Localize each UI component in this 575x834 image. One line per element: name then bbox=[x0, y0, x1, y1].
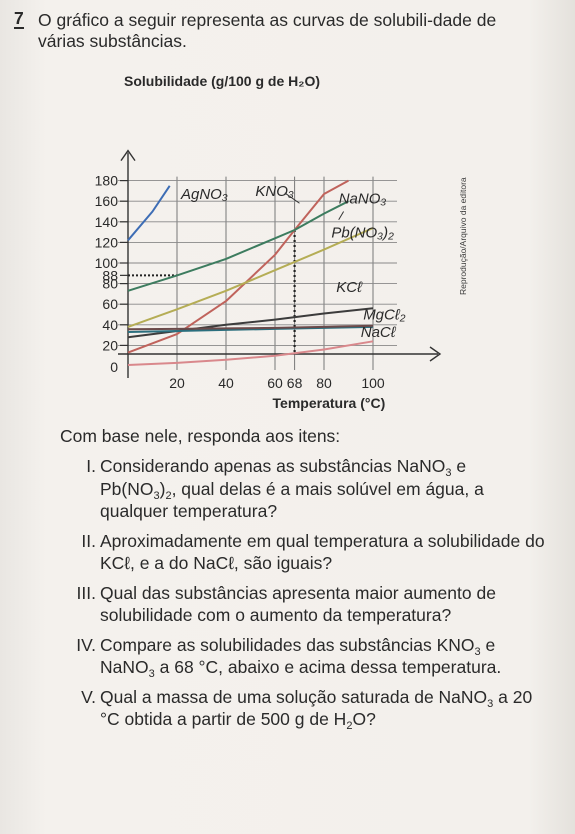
y-tick-label: 140 bbox=[95, 214, 119, 230]
item-text: Qual das substâncias apresenta maior aum… bbox=[100, 582, 496, 626]
series-line-0 bbox=[127, 185, 171, 241]
item-number: I. bbox=[86, 456, 96, 476]
question-item: III. Qual das substâncias apresenta maior… bbox=[56, 582, 546, 627]
x-tick-label: 100 bbox=[361, 375, 385, 391]
series-label: AgNO₃ bbox=[180, 186, 228, 203]
y-tick-label: 40 bbox=[102, 317, 118, 333]
item-text: Qual a massa de uma solução saturada de … bbox=[100, 686, 533, 732]
image-credit: Reprodução/Arquivo da editora bbox=[458, 177, 468, 295]
series-line-1 bbox=[127, 179, 349, 354]
label-connector-kno3 bbox=[284, 192, 300, 204]
item-text: Considerando apenas as substâncias NaNO3… bbox=[100, 456, 484, 521]
series-label: KNO₃ bbox=[255, 183, 294, 200]
question-item: V. Qual a massa de uma solução saturada d… bbox=[56, 686, 546, 732]
x-axis-arrow bbox=[429, 346, 442, 362]
x-tick-label: 20 bbox=[169, 375, 185, 391]
question-item: IV. Compare as solubilidades das substânc… bbox=[56, 634, 546, 680]
series-line-7 bbox=[127, 340, 374, 366]
x-tick-label: 40 bbox=[218, 375, 234, 391]
series-line-2 bbox=[127, 200, 349, 292]
item-number: V. bbox=[81, 686, 96, 707]
x-tick-label: 60 bbox=[267, 375, 283, 391]
question-item: II. Aproximadamente em qual temperatura a… bbox=[56, 530, 546, 575]
question-item: I. Considerando apenas as substâncias NaN… bbox=[56, 455, 546, 523]
series-line-4 bbox=[127, 307, 374, 339]
series-line-5 bbox=[127, 325, 374, 333]
item-text: Aproximadamente em qual temperatura a so… bbox=[100, 530, 545, 574]
y-tick-label: 160 bbox=[95, 193, 119, 209]
y-tick-label: 20 bbox=[102, 337, 118, 353]
question-number: 7 bbox=[14, 8, 24, 29]
y-axis-arrow bbox=[120, 149, 136, 162]
chart-title: Solubilidade (g/100 g de H₂O) bbox=[124, 73, 320, 89]
label-connector-nano3 bbox=[338, 211, 345, 220]
instruction-text: Com base nele, responda aos itens: bbox=[60, 426, 341, 446]
series-label: MgCℓ₂ bbox=[363, 307, 406, 324]
series-label: NaCℓ bbox=[361, 324, 397, 341]
y-tick-label: 180 bbox=[95, 173, 119, 189]
question-text: O gráfico a seguir representa as curvas … bbox=[38, 10, 497, 51]
series-line-6 bbox=[127, 324, 374, 331]
item-number: IV. bbox=[76, 634, 96, 655]
y-tick-label: 100 bbox=[95, 255, 119, 271]
x-tick-label: 68 bbox=[287, 375, 303, 391]
item-number: III. bbox=[76, 582, 96, 603]
y-tick-label: 0 bbox=[110, 359, 118, 375]
series-line-3 bbox=[127, 227, 374, 328]
items-list: I. Considerando apenas as substâncias NaN… bbox=[56, 455, 546, 738]
y-tick-label: 60 bbox=[102, 296, 118, 312]
y-tick-label: 80 bbox=[102, 276, 118, 292]
solubility-chart: 180 160 140 120 100 88 80 60 40 20 0 20 40 60 68 80 100 S… bbox=[0, 60, 575, 415]
item-number: II. bbox=[81, 530, 96, 551]
x-axis-label: Temperatura (°C) bbox=[273, 395, 386, 411]
series-label: Pb(NO₃)₂ bbox=[331, 224, 394, 241]
y-tick-label: 120 bbox=[95, 234, 119, 250]
item-text: Compare as solubilidades das substâncias… bbox=[100, 634, 502, 680]
series-label: KCℓ bbox=[336, 279, 363, 296]
x-tick-label: 80 bbox=[316, 375, 332, 391]
series-label: NaNO₃ bbox=[339, 190, 387, 207]
y-tick-label: 88 bbox=[102, 267, 118, 283]
